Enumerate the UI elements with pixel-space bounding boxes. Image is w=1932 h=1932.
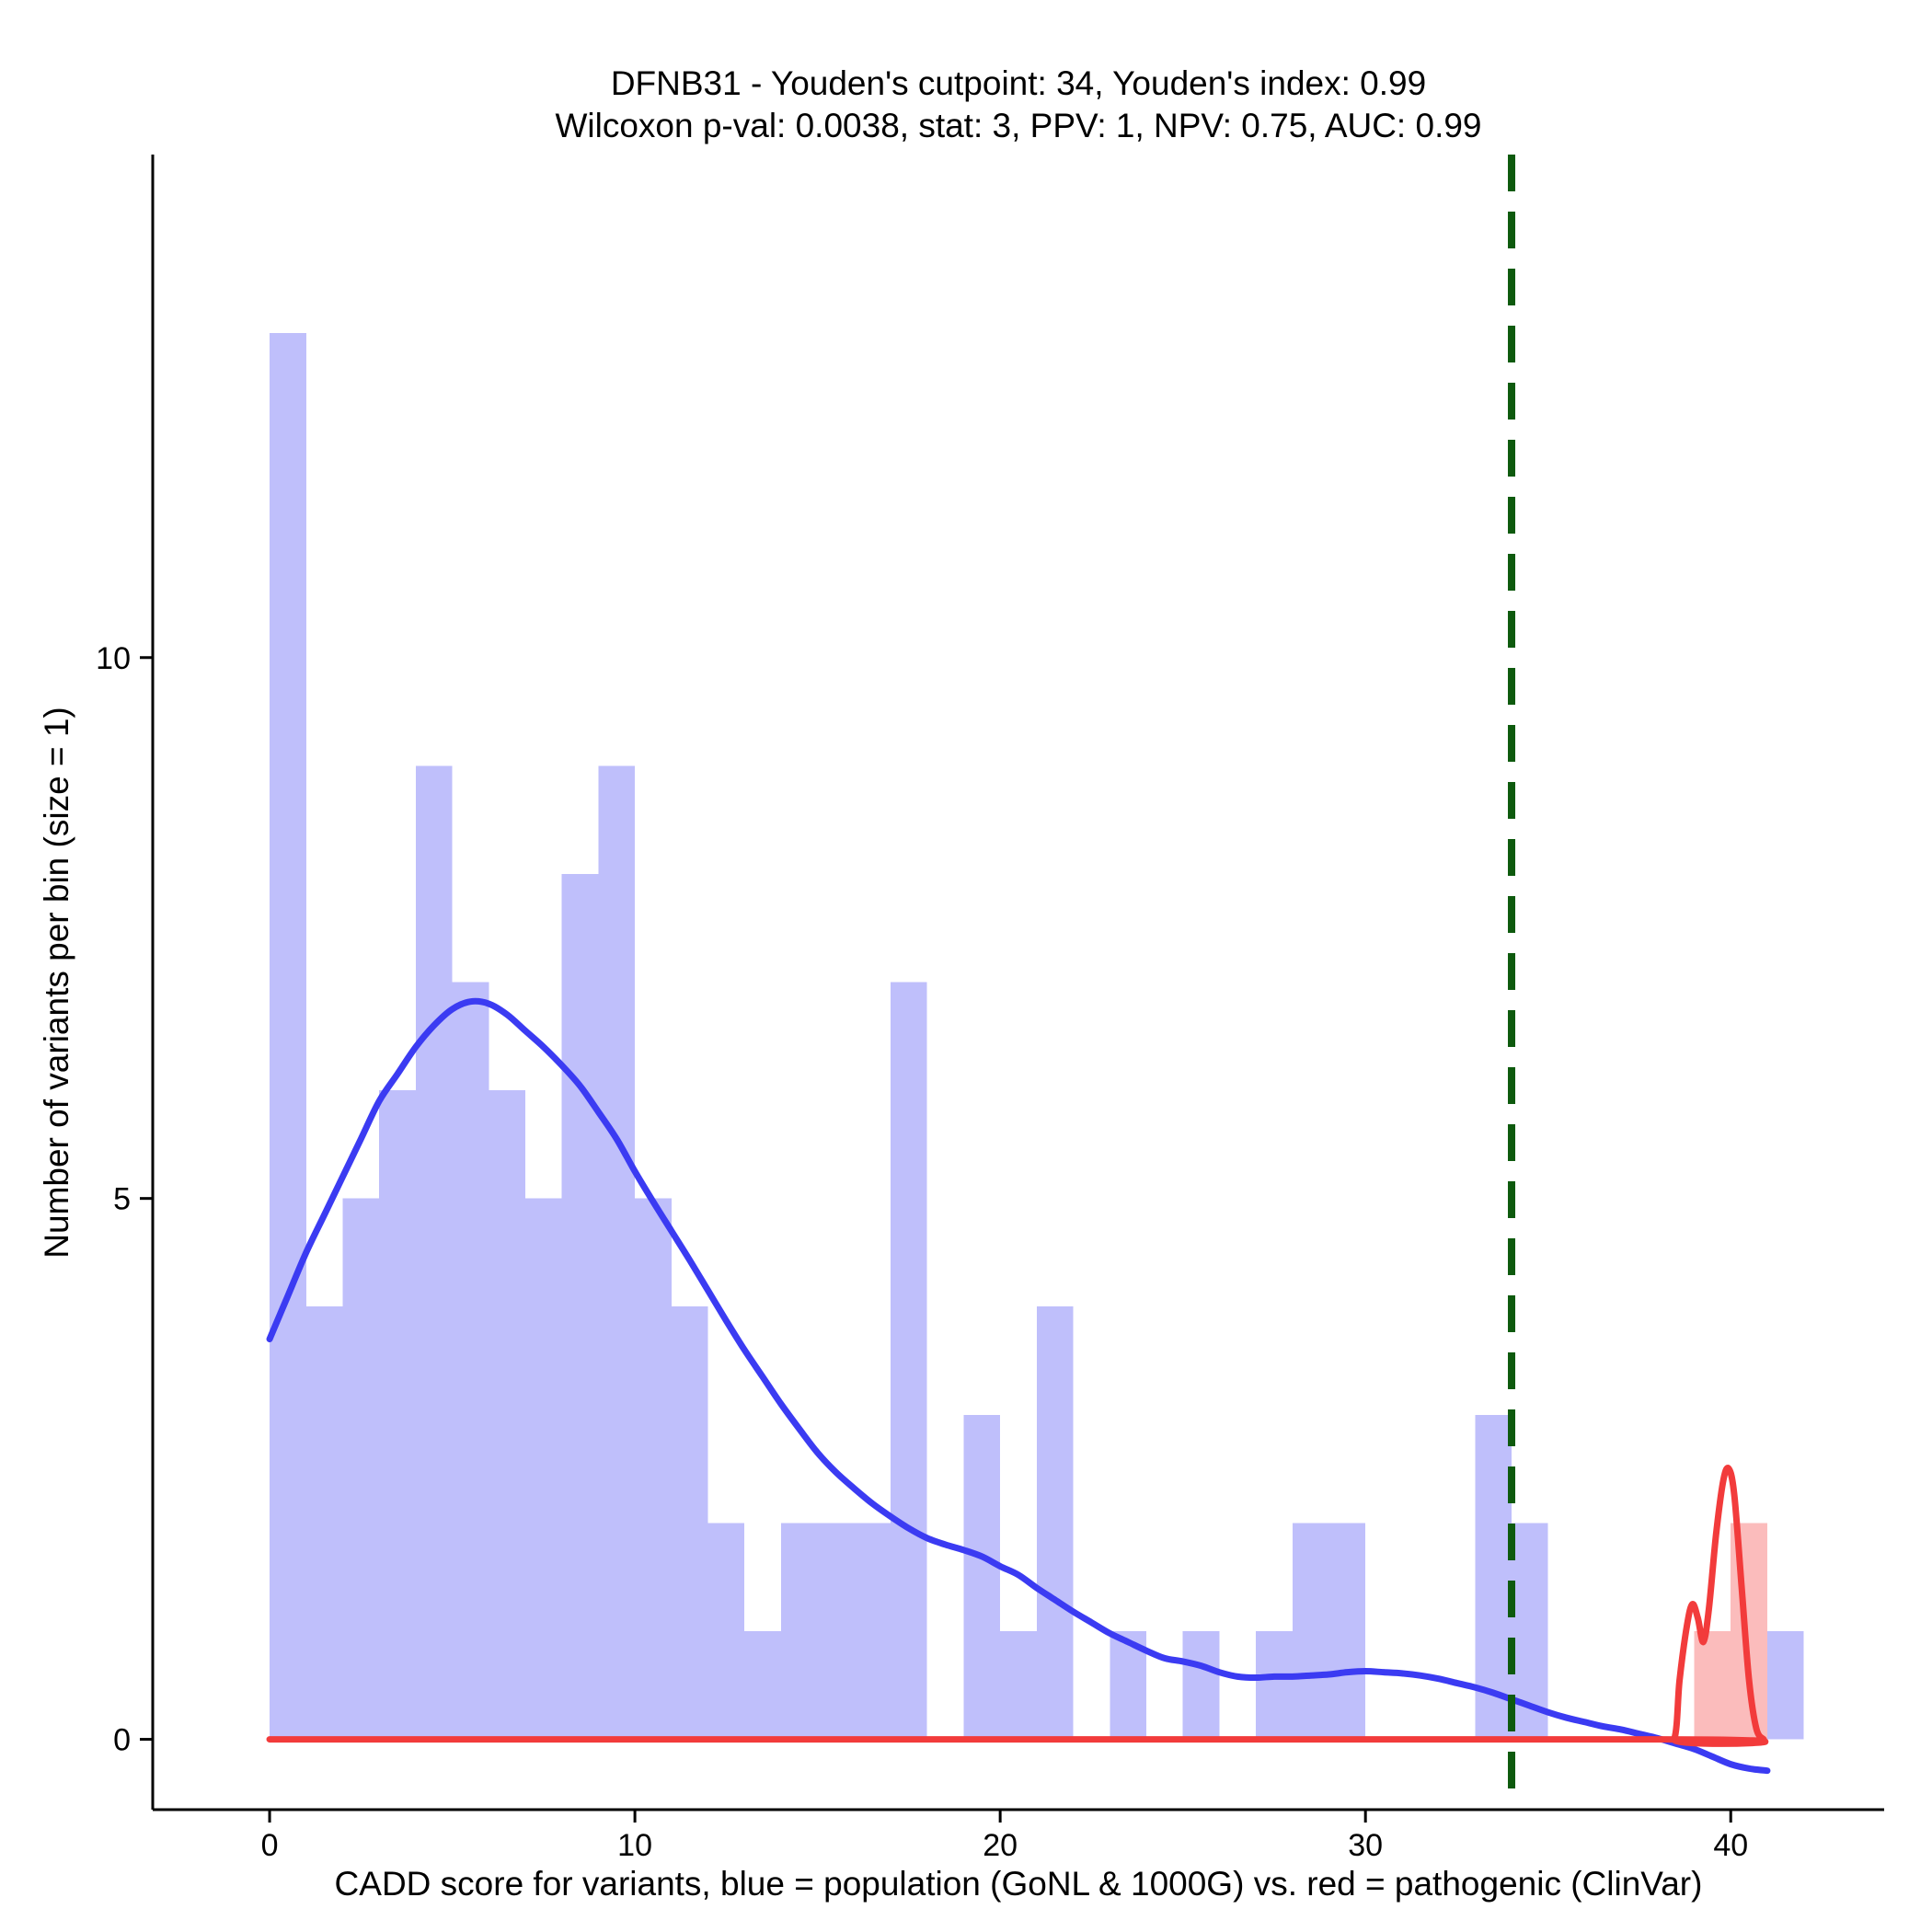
population-bar [1766, 1630, 1804, 1740]
population-bar [1292, 1523, 1329, 1740]
population-bar [524, 1198, 562, 1740]
x-tick-label: 0 [261, 1828, 279, 1863]
population-bar [707, 1523, 745, 1740]
population-bar [270, 333, 306, 1740]
population-bar [1036, 1306, 1074, 1740]
pathogenic-density-curve [266, 1465, 1769, 1747]
population-bar [1000, 1630, 1037, 1740]
population-bar [891, 982, 927, 1740]
chart-title-line2: Wilcoxon p-val: 0.0038, stat: 3, PPV: 1,… [555, 107, 1481, 144]
y-tick-label: 5 [113, 1182, 131, 1217]
y-tick-label: 0 [113, 1723, 131, 1758]
population-bar [635, 1198, 672, 1740]
y-axis-ticks: 0 5 10 [96, 641, 153, 1758]
x-tick-label: 20 [983, 1828, 1018, 1863]
population-bar [305, 1306, 343, 1740]
x-axis-ticks: 0 10 20 30 40 [261, 1810, 1748, 1863]
population-bar [1182, 1630, 1220, 1740]
population-bar [1256, 1630, 1293, 1740]
density-curves [266, 997, 1771, 1775]
x-axis-label: CADD score for variants, blue = populati… [335, 1865, 1703, 1903]
population-bar [963, 1414, 1001, 1740]
histogram-bars [270, 333, 1804, 1740]
population-bar [780, 1523, 818, 1740]
population-density-curve [266, 997, 1771, 1775]
population-bar [854, 1523, 891, 1740]
y-axis-label: Number of variants per bin (size = 1) [38, 707, 75, 1258]
population-bar [1328, 1523, 1366, 1740]
y-tick-label: 10 [96, 641, 131, 676]
x-tick-label: 40 [1713, 1828, 1748, 1863]
pathogenic-bar [1694, 1630, 1731, 1740]
population-bar [1475, 1414, 1512, 1740]
population-bar [817, 1523, 855, 1740]
population-bar [671, 1306, 708, 1740]
population-bar [561, 873, 599, 1740]
x-tick-label: 30 [1348, 1828, 1383, 1863]
population-bar [489, 1090, 525, 1740]
x-tick-label: 10 [617, 1828, 652, 1863]
population-bar [379, 1090, 416, 1740]
population-bar [415, 765, 453, 1740]
population-bar [342, 1198, 380, 1740]
population-bar [744, 1630, 781, 1740]
chart-title-line1: DFNB31 - Youden's cutpoint: 34, Youden's… [611, 64, 1426, 102]
population-bar [598, 765, 636, 1740]
population-bar [452, 982, 489, 1740]
